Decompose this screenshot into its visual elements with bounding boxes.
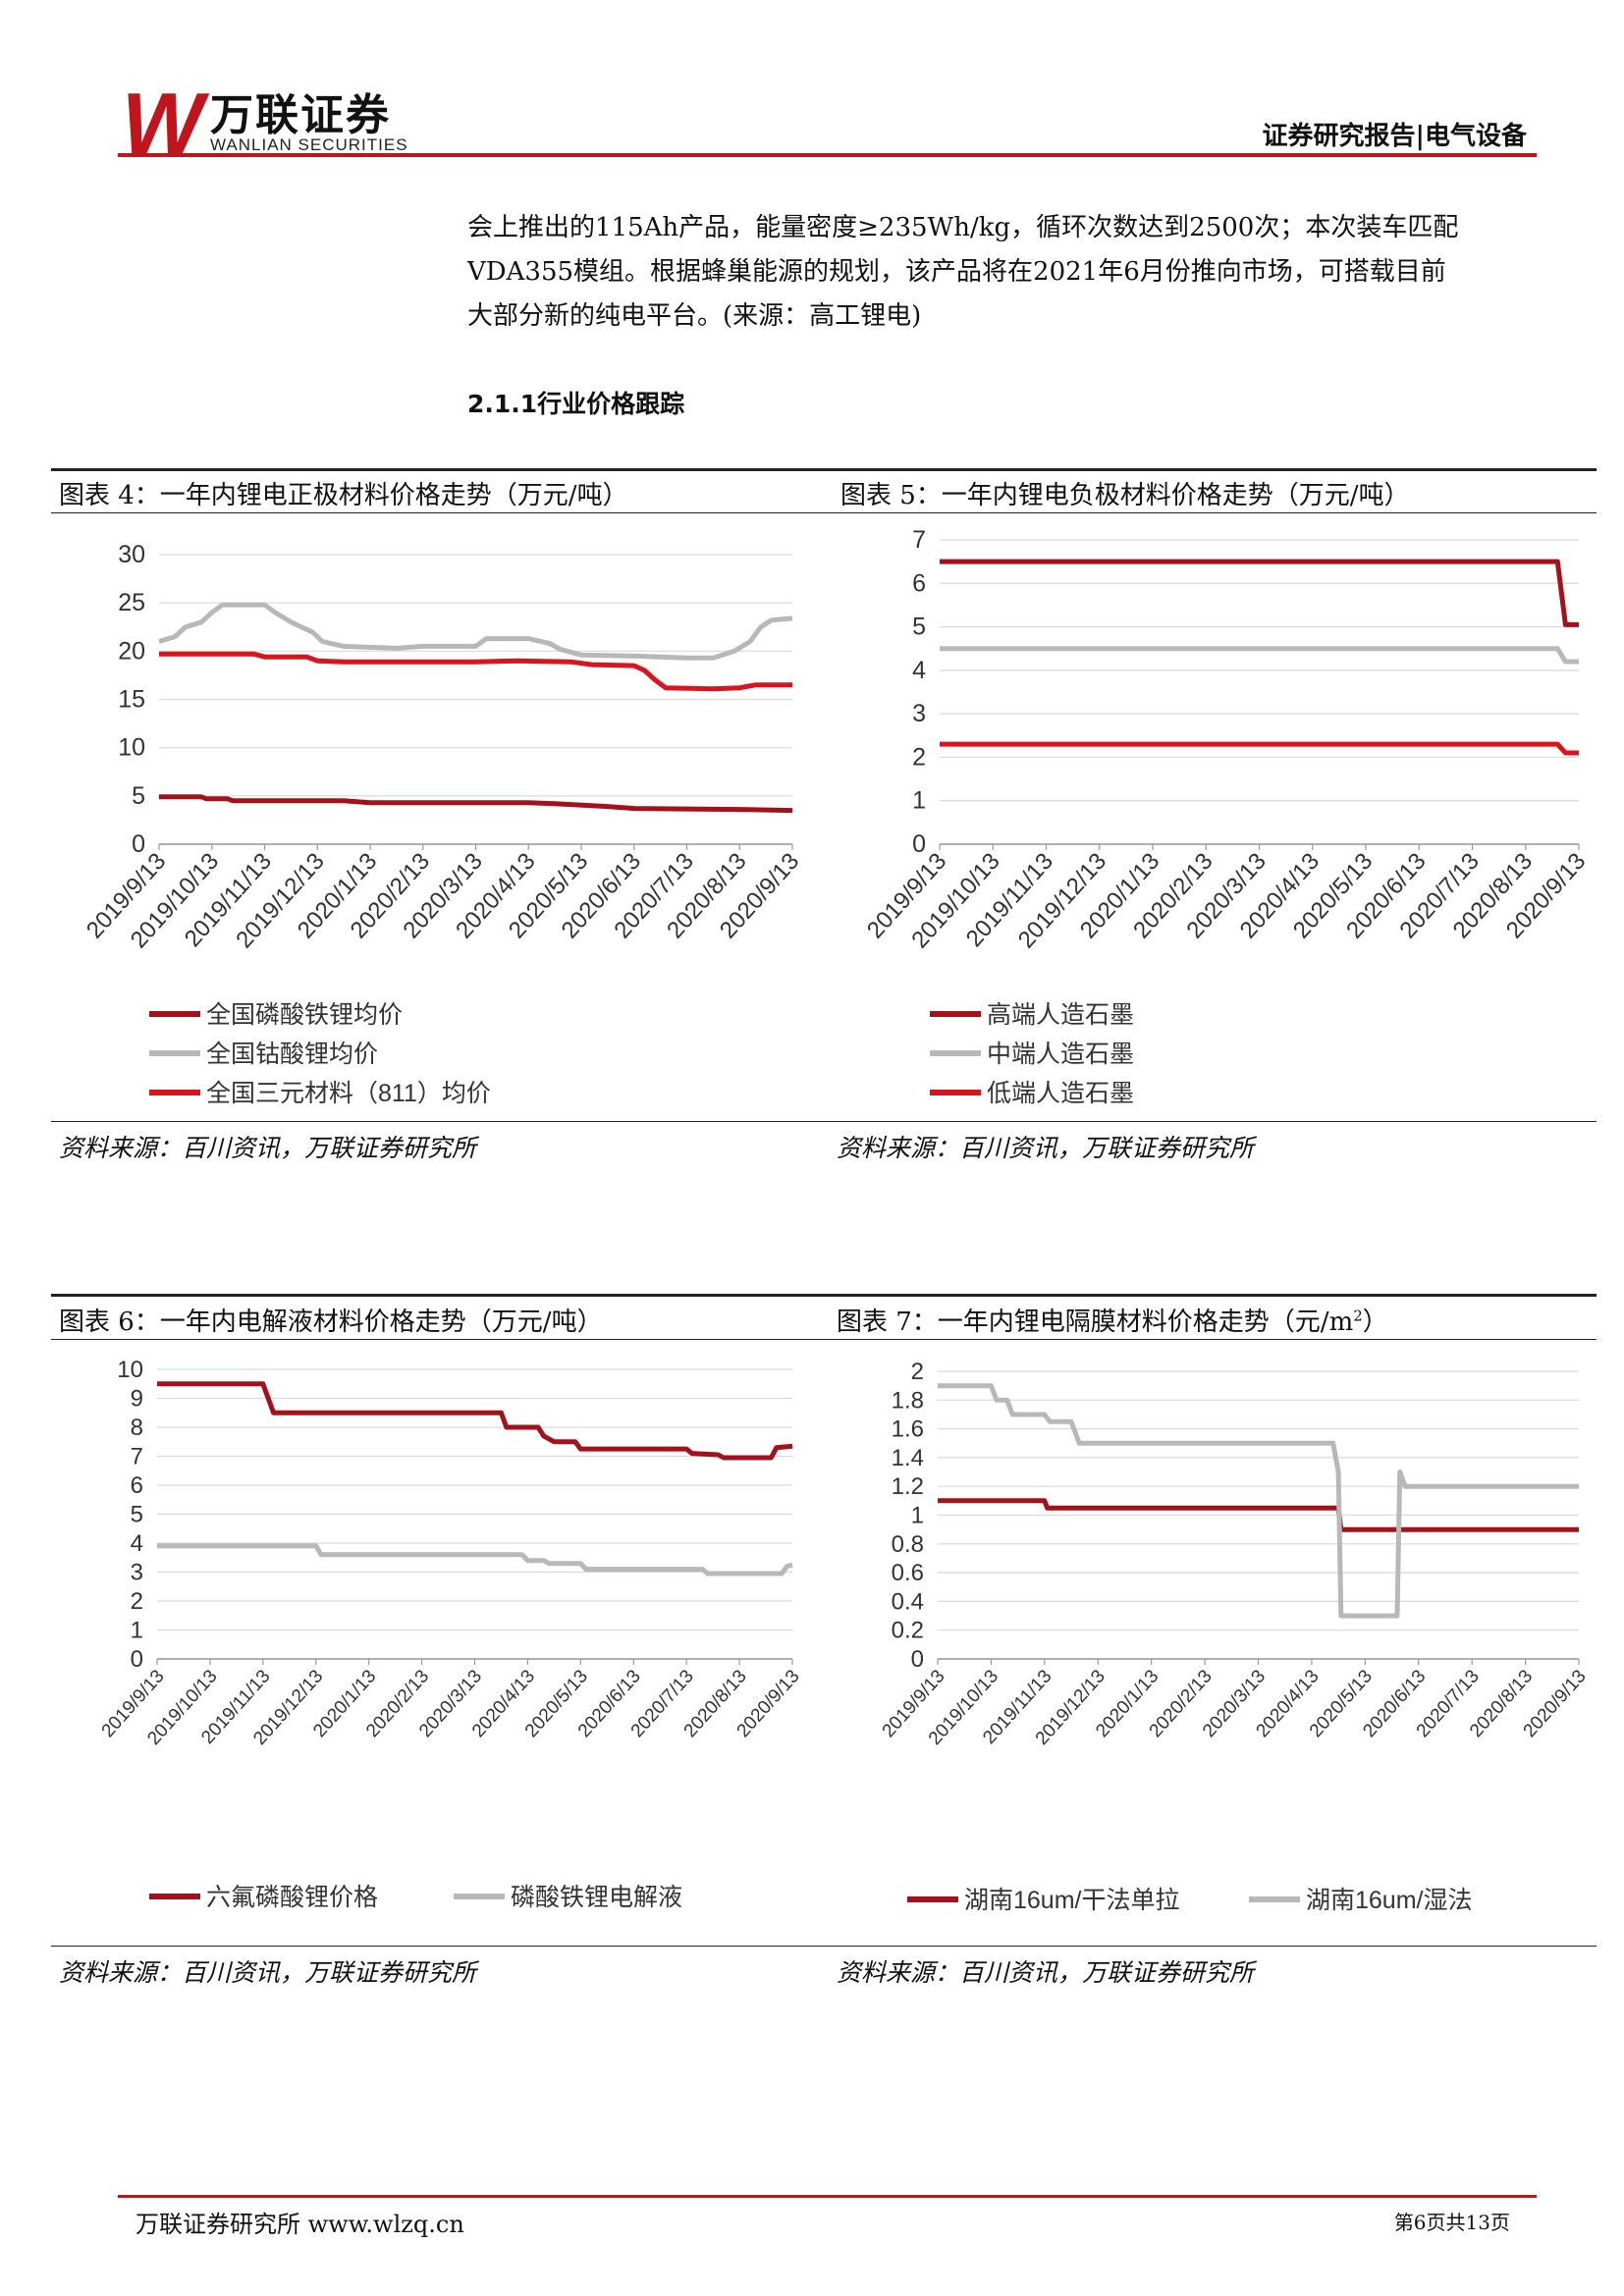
y-tick-label: 3 bbox=[912, 700, 926, 727]
legend-label: 全国钴酸锂均价 bbox=[206, 1041, 378, 1068]
y-tick-label: 9 bbox=[131, 1386, 143, 1413]
y-tick-label: 1.8 bbox=[892, 1387, 924, 1414]
figure-4-source: 资料来源：百川资讯，万联证券研究所 bbox=[59, 1134, 477, 1162]
y-tick-label: 0.6 bbox=[892, 1560, 924, 1586]
y-tick-label: 20 bbox=[118, 637, 145, 665]
figure-5-source: 资料来源：百川资讯，万联证券研究所 bbox=[837, 1134, 1255, 1162]
y-tick-label: 1.4 bbox=[892, 1445, 924, 1471]
y-tick-label: 0 bbox=[911, 1646, 924, 1673]
figure-7-title-end: ） bbox=[1362, 1308, 1388, 1337]
y-tick-label: 25 bbox=[118, 589, 145, 616]
y-tick-label: 4 bbox=[131, 1530, 143, 1557]
series-line bbox=[158, 602, 793, 661]
legend-label: 湖南16um/湿法 bbox=[1306, 1887, 1472, 1914]
section-title: 2.1.1行业价格跟踪 bbox=[467, 390, 685, 418]
y-tick-label: 1 bbox=[131, 1618, 143, 1644]
legend-label: 六氟磷酸锂价格 bbox=[206, 1884, 378, 1911]
figure-rule-bottom bbox=[51, 1946, 1597, 1947]
y-tick-label: 6 bbox=[131, 1472, 143, 1499]
y-tick-label: 0 bbox=[912, 830, 926, 858]
series-line bbox=[157, 1543, 793, 1576]
y-tick-label: 5 bbox=[131, 1502, 143, 1528]
chart-fig4: 0510152025302019/9/132019/10/132019/11/1… bbox=[81, 541, 805, 1107]
y-tick-label: 5 bbox=[912, 614, 926, 641]
series-line bbox=[159, 794, 793, 814]
footer-rule bbox=[118, 2195, 1537, 2198]
y-tick-label: 0 bbox=[131, 1646, 143, 1673]
figure-rule-mid bbox=[51, 1339, 1597, 1340]
series-line bbox=[940, 741, 1579, 756]
y-tick-label: 1 bbox=[911, 1503, 924, 1529]
series-line bbox=[940, 559, 1579, 627]
body-paragraph: 会上推出的115Ah产品，能量密度≥235Wh/kg，循环次数达到2500次；本… bbox=[467, 206, 1528, 339]
y-tick-label: 0.4 bbox=[892, 1588, 924, 1615]
series-line bbox=[940, 646, 1579, 665]
paragraph-line: 大部分新的纯电平台。(来源：高工锂电) bbox=[467, 301, 922, 331]
y-tick-label: 2 bbox=[911, 1359, 924, 1385]
y-tick-label: 1.2 bbox=[892, 1473, 924, 1500]
y-tick-label: 8 bbox=[131, 1415, 143, 1441]
y-tick-label: 5 bbox=[132, 782, 145, 810]
header: W 万联证券 WANLIAN SECURITIES 证券研究报告|电气设备 bbox=[0, 0, 1624, 167]
y-tick-label: 4 bbox=[912, 657, 926, 684]
figure-rule-top bbox=[51, 1294, 1597, 1297]
legend-label: 高端人造石墨 bbox=[987, 1001, 1134, 1029]
legend-label: 湖南16um/干法单拉 bbox=[964, 1887, 1179, 1914]
logo-name-cn: 万联证券 bbox=[210, 90, 391, 140]
y-tick-label: 7 bbox=[912, 526, 926, 554]
figure-7-title-sup: 2 bbox=[1353, 1307, 1363, 1325]
figure-7-source: 资料来源：百川资讯，万联证券研究所 bbox=[837, 1958, 1255, 1987]
legend-label: 全国磷酸铁锂均价 bbox=[206, 1001, 403, 1029]
y-tick-label: 2 bbox=[131, 1588, 143, 1615]
logo-mark: W bbox=[122, 75, 204, 172]
figure-rule-top bbox=[51, 468, 1597, 471]
figure-5-title: 图表 5：一年内锂电负极材料价格走势（万元/吨） bbox=[840, 481, 1410, 510]
figure-6-source: 资料来源：百川资讯，万联证券研究所 bbox=[59, 1958, 477, 1987]
series-line bbox=[938, 1498, 1579, 1532]
y-tick-label: 3 bbox=[131, 1560, 143, 1586]
y-tick-label: 0.8 bbox=[892, 1531, 924, 1558]
series-line bbox=[157, 1381, 793, 1461]
y-tick-label: 1 bbox=[912, 787, 926, 815]
figure-rule-mid bbox=[51, 512, 1597, 513]
chart-fig7: 00.20.40.60.811.21.41.61.822019/9/132019… bbox=[879, 1359, 1591, 1914]
y-tick-label: 0 bbox=[132, 830, 145, 858]
legend-label: 中端人造石墨 bbox=[987, 1041, 1134, 1068]
report-type: 证券研究报告|电气设备 bbox=[1262, 122, 1527, 151]
series-line bbox=[159, 651, 792, 692]
chart-fig5: 012345672019/9/132019/10/132019/11/13201… bbox=[862, 526, 1592, 1107]
figure-4-title: 图表 4：一年内锂电正极材料价格走势（万元/吨） bbox=[59, 481, 628, 510]
logo-name-en: WANLIAN SECURITIES bbox=[210, 135, 408, 154]
y-tick-label: 30 bbox=[118, 541, 145, 568]
figure-6-title: 图表 6：一年内电解液材料价格走势（万元/吨） bbox=[59, 1308, 603, 1337]
legend-label: 低端人造石墨 bbox=[987, 1080, 1134, 1107]
y-tick-label: 0.2 bbox=[892, 1618, 924, 1644]
y-tick-label: 10 bbox=[118, 734, 145, 762]
figure-7-title-text: 图表 7：一年内锂电隔膜材料价格走势（元/m bbox=[837, 1308, 1354, 1337]
paragraph-line: 会上推出的115Ah产品，能量密度≥235Wh/kg，循环次数达到2500次；本… bbox=[467, 213, 1459, 242]
footer-left: 万联证券研究所 www.wlzq.cn bbox=[135, 2211, 464, 2238]
legend-label: 磷酸铁锂电解液 bbox=[511, 1884, 682, 1911]
y-tick-label: 15 bbox=[118, 686, 145, 714]
y-tick-label: 6 bbox=[912, 569, 926, 597]
y-tick-label: 10 bbox=[117, 1357, 143, 1383]
series-line bbox=[938, 1383, 1579, 1619]
legend-label: 全国三元材料（811）均价 bbox=[206, 1080, 491, 1107]
y-tick-label: 7 bbox=[131, 1444, 143, 1470]
figure-7-title: 图表 7：一年内锂电隔膜材料价格走势（元/m2） bbox=[837, 1302, 1388, 1338]
header-rule bbox=[118, 153, 1537, 157]
figure-rule-bottom bbox=[51, 1121, 1597, 1122]
footer-page: 第6页共13页 bbox=[1393, 2211, 1510, 2234]
chart-fig6: 0123456789102019/9/132019/10/132019/11/1… bbox=[98, 1357, 804, 1911]
paragraph-line: VDA355模组。根据蜂巢能源的规划，该产品将在2021年6月份推向市场，可搭载… bbox=[467, 257, 1446, 287]
y-tick-label: 1.6 bbox=[892, 1416, 924, 1443]
y-tick-label: 2 bbox=[912, 743, 926, 771]
